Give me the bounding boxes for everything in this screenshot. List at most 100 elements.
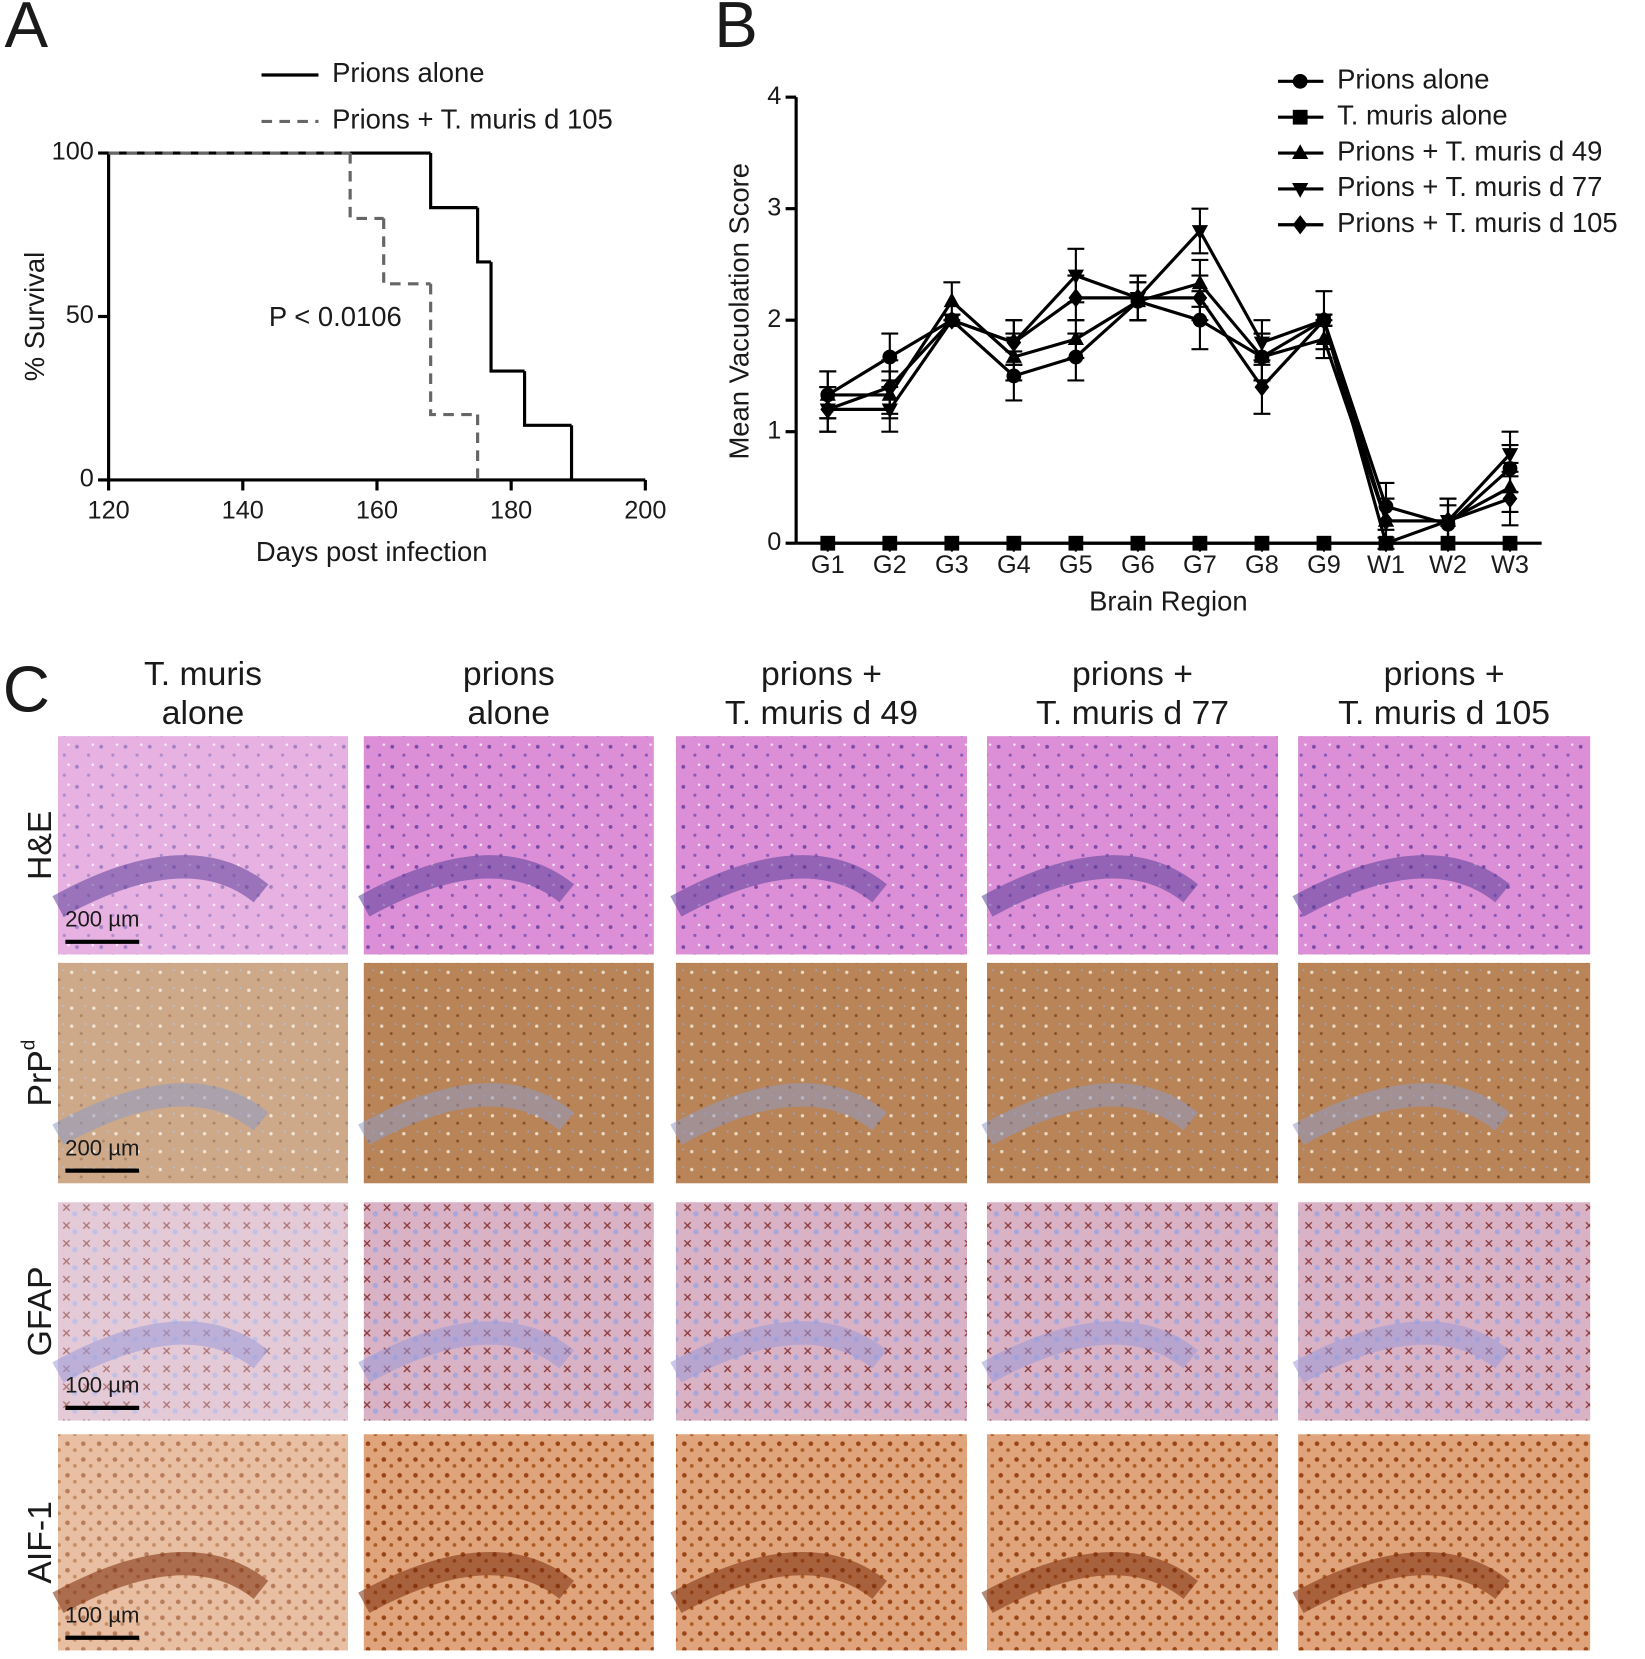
annotation: P < 0.0106 bbox=[269, 301, 402, 332]
tissue-band bbox=[358, 1083, 575, 1145]
marker bbox=[1068, 288, 1084, 308]
x-tick-label: 140 bbox=[222, 496, 264, 524]
x-tick-label: W3 bbox=[1491, 551, 1529, 579]
x-tick-label: G2 bbox=[873, 551, 907, 579]
marker bbox=[1502, 535, 1518, 551]
marker bbox=[1192, 535, 1208, 551]
x-tick-label: G5 bbox=[1059, 551, 1093, 579]
marker bbox=[1192, 288, 1208, 308]
micrograph bbox=[1298, 962, 1591, 1184]
tissue-band bbox=[670, 1083, 887, 1145]
micrograph bbox=[57, 1434, 348, 1651]
series-line bbox=[827, 228, 1512, 546]
marker bbox=[1292, 215, 1308, 235]
x-tick-label: G6 bbox=[1121, 551, 1155, 579]
x-tick-label: W1 bbox=[1367, 551, 1405, 579]
tissue-band bbox=[358, 1321, 575, 1383]
marker bbox=[1292, 73, 1308, 89]
legend-label: Prions + T. muris d 105 bbox=[332, 104, 613, 135]
row-label: H&E bbox=[21, 811, 59, 880]
panel-label: B bbox=[714, 0, 758, 61]
marker bbox=[1377, 537, 1395, 553]
series-line bbox=[827, 296, 1511, 523]
x-tick-label: 200 bbox=[624, 496, 666, 524]
y-tick-label: 2 bbox=[767, 305, 781, 333]
tissue-band bbox=[358, 1552, 575, 1614]
micrograph bbox=[675, 1434, 967, 1651]
micrograph bbox=[1298, 736, 1591, 955]
series-line bbox=[827, 281, 1511, 523]
scale-bar-label: 200 µm bbox=[65, 907, 139, 932]
x-tick-label: G3 bbox=[935, 551, 969, 579]
column-header: T. muris d 105 bbox=[1338, 694, 1550, 732]
tissue-band bbox=[358, 855, 575, 917]
survival-step bbox=[489, 261, 525, 373]
legend-label: Prions alone bbox=[332, 57, 484, 88]
scale-bar-label: 100 µm bbox=[65, 1603, 139, 1628]
tissue-band bbox=[1292, 1321, 1510, 1383]
row-label-superscript: d bbox=[19, 1040, 40, 1051]
marker bbox=[1316, 535, 1332, 551]
x-tick-label: 120 bbox=[88, 496, 130, 524]
marker bbox=[1068, 535, 1084, 551]
x-tick-label: 160 bbox=[356, 496, 398, 524]
column-header: prions bbox=[463, 655, 555, 693]
legend-label: Prions + T. muris d 49 bbox=[1337, 135, 1602, 166]
legend-label: Prions + T. muris d 105 bbox=[1337, 207, 1618, 238]
tissue-band bbox=[670, 855, 887, 917]
survival-step bbox=[348, 153, 384, 221]
micrograph bbox=[57, 1202, 348, 1421]
y-axis-label: % Survival bbox=[19, 252, 50, 381]
column-header: prions + bbox=[1384, 655, 1505, 693]
x-tick-label: 180 bbox=[490, 496, 532, 524]
row-label: AIF-1 bbox=[21, 1501, 59, 1583]
tissue-band bbox=[670, 1321, 887, 1383]
y-tick-label: 3 bbox=[767, 193, 781, 221]
series-line bbox=[826, 299, 1512, 527]
marker bbox=[1006, 535, 1022, 551]
micrograph bbox=[363, 736, 654, 955]
micrograph bbox=[57, 736, 348, 955]
tissue-band bbox=[1292, 1552, 1510, 1614]
y-tick-label: 4 bbox=[767, 82, 781, 110]
micrograph bbox=[1298, 1202, 1591, 1421]
panel-label: A bbox=[5, 0, 49, 61]
column-header: prions + bbox=[1072, 655, 1193, 693]
legend-label: Prions alone bbox=[1337, 64, 1489, 95]
marker bbox=[820, 535, 836, 551]
survival-step bbox=[522, 371, 572, 427]
survival-step bbox=[476, 207, 492, 264]
micrograph bbox=[675, 962, 967, 1184]
survival-step bbox=[429, 153, 478, 210]
micrograph bbox=[675, 736, 967, 955]
row-label-text: AIF-1 bbox=[21, 1501, 59, 1583]
scale-bar-label: 200 µm bbox=[65, 1135, 139, 1160]
row-label-text: GFAP bbox=[21, 1266, 59, 1356]
tissue-band bbox=[52, 1321, 269, 1383]
row-label: PrPd bbox=[19, 1040, 60, 1107]
y-tick-label: 0 bbox=[80, 465, 94, 493]
tissue-band bbox=[52, 855, 269, 917]
marker bbox=[944, 535, 960, 551]
column-header: T. muris d 77 bbox=[1036, 694, 1229, 732]
tissue-band bbox=[981, 1321, 1199, 1383]
panel-label: C bbox=[3, 652, 50, 725]
micrograph bbox=[363, 1434, 654, 1651]
column-header: T. muris d 49 bbox=[725, 694, 918, 732]
marker bbox=[1501, 448, 1519, 463]
micrograph bbox=[675, 1202, 967, 1421]
column-header: prions + bbox=[761, 655, 882, 693]
x-axis-label: Brain Region bbox=[1089, 586, 1247, 617]
marker bbox=[820, 399, 836, 419]
column-header: T. muris bbox=[144, 655, 262, 693]
marker bbox=[882, 535, 898, 551]
tissue-band bbox=[670, 1552, 887, 1614]
tissue-band bbox=[981, 1083, 1199, 1145]
marker bbox=[1254, 535, 1270, 551]
micrograph bbox=[363, 962, 654, 1184]
tissue-band bbox=[981, 1552, 1198, 1614]
micrograph bbox=[987, 1434, 1279, 1651]
tissue-band bbox=[52, 1083, 269, 1145]
marker bbox=[1292, 109, 1308, 125]
micrograph bbox=[57, 962, 348, 1184]
